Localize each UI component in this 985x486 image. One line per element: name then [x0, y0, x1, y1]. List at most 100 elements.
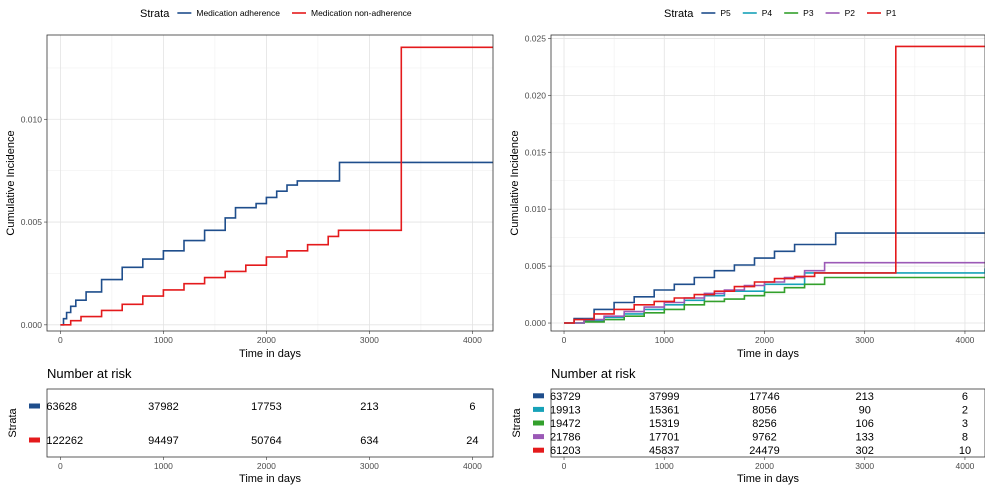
risk-x-tick-label: 3000: [360, 461, 379, 471]
risk-y-axis-title: Strata: [511, 407, 523, 437]
x-tick-label: 0: [562, 335, 567, 345]
y-tick-label: 0.020: [525, 90, 547, 100]
chart-2: 0 1000 2000 3000 4000 0.000 0.005 0.010 0.015 0.0…: [509, 8, 985, 485]
legend-label: Medication adherence: [196, 8, 280, 18]
risk-count: 21786: [550, 432, 581, 444]
risk-count: 17746: [749, 391, 780, 403]
series-line-p1: [564, 45, 985, 324]
y-tick-label: 0.010: [21, 114, 43, 124]
plot-border: [46, 34, 494, 332]
risk-count: 634: [360, 435, 378, 447]
risk-x-tick-label: 0: [562, 461, 567, 471]
risk-count: 6: [469, 401, 475, 413]
risk-count: 19472: [550, 418, 581, 430]
risk-x-tick-label: 2000: [257, 461, 276, 471]
x-tick-label: 1000: [655, 335, 674, 345]
legend-label: P2: [845, 8, 856, 18]
legend: Strata Medication adherence Medication non…: [140, 8, 412, 20]
legend-title: Strata: [664, 8, 694, 20]
x-axis-title: Time in days: [239, 348, 301, 360]
risk-count: 94497: [148, 435, 179, 447]
risk-count: 8056: [752, 404, 776, 416]
risk-count: 90: [859, 404, 871, 416]
y-tick-label: 0.015: [525, 147, 547, 157]
risk-count: 24: [466, 435, 478, 447]
risk-count: 9762: [752, 432, 776, 444]
risk-count: 8256: [752, 418, 776, 430]
risk-count: 213: [856, 391, 874, 403]
y-tick-label: 0.005: [525, 261, 547, 271]
risk-count: 302: [856, 445, 874, 457]
series-line-medication-non-adherence: [60, 46, 493, 326]
legend-label: P5: [720, 8, 731, 18]
chart-1: 0 1000 2000 3000 4000 0.000 0.005 0.010 Time in …: [5, 8, 494, 485]
risk-strata-key: [29, 437, 40, 443]
risk-x-tick-label: 3000: [855, 461, 874, 471]
y-tick-label: 0.000: [21, 320, 43, 330]
risk-x-tick-label: 0: [58, 461, 63, 471]
x-tick-label: 2000: [755, 335, 774, 345]
risk-count: 45837: [649, 445, 680, 457]
risk-count: 15319: [649, 418, 680, 430]
risk-table-border: [550, 388, 985, 458]
y-tick-label: 0.010: [525, 204, 547, 214]
risk-x-axis-title: Time in days: [239, 473, 301, 485]
risk-x-tick-label: 1000: [655, 461, 674, 471]
risk-strata-key: [533, 406, 544, 412]
legend: Strata P5 P4 P3 P2 P1: [664, 8, 897, 20]
risk-count: 3: [962, 418, 968, 430]
x-tick-label: 1000: [154, 335, 173, 345]
risk-count: 133: [856, 432, 874, 444]
risk-table-title: Number at risk: [551, 366, 636, 381]
risk-strata-key: [533, 434, 544, 440]
risk-table-border: [46, 388, 494, 458]
risk-count: 17701: [649, 432, 680, 444]
risk-strata-key: [29, 403, 40, 409]
risk-table: Number at risk 63729 37999 17746 213 6 19913 15…: [511, 366, 985, 485]
x-tick-label: 3000: [855, 335, 874, 345]
y-axis-title: Cumulative Incidence: [5, 130, 17, 235]
plot-panel: [47, 35, 493, 331]
legend-title: Strata: [140, 8, 170, 20]
risk-count: 122262: [46, 435, 83, 447]
risk-x-tick-label: 4000: [463, 461, 482, 471]
x-tick-label: 3000: [360, 335, 379, 345]
risk-strata-key: [533, 420, 544, 426]
risk-table-title: Number at risk: [47, 366, 132, 381]
series-group: [564, 45, 985, 324]
risk-x-tick-label: 2000: [755, 461, 774, 471]
x-axis-title: Time in days: [737, 348, 799, 360]
risk-x-tick-label: 4000: [955, 461, 974, 471]
plot-border: [550, 34, 985, 332]
series-group: [60, 46, 493, 326]
risk-count: 24479: [749, 445, 780, 457]
risk-count: 213: [360, 401, 378, 413]
risk-count: 2: [962, 404, 968, 416]
risk-strata-key: [533, 393, 544, 399]
risk-count: 6: [962, 391, 968, 403]
x-tick-label: 2000: [257, 335, 276, 345]
risk-count: 63729: [550, 391, 581, 403]
y-tick-label: 0.025: [525, 33, 547, 43]
legend-label: P4: [762, 8, 773, 18]
risk-table: Number at risk 63628 37982 17753 213 6 122262 9…: [7, 366, 494, 485]
y-axis-title: Cumulative Incidence: [509, 130, 521, 235]
risk-x-tick-label: 1000: [154, 461, 173, 471]
x-tick-label: 4000: [955, 335, 974, 345]
y-tick-label: 0.005: [21, 217, 43, 227]
legend-label: P1: [886, 8, 897, 18]
risk-y-axis-title: Strata: [7, 407, 19, 437]
risk-count: 10: [959, 445, 971, 457]
legend-label: Medication non-adherence: [311, 8, 412, 18]
risk-count: 17753: [251, 401, 282, 413]
series-line-p3: [564, 276, 985, 324]
risk-strata-key: [533, 447, 544, 453]
x-tick-label: 0: [58, 335, 63, 345]
risk-count: 63628: [46, 401, 77, 413]
y-tick-label: 0.000: [525, 318, 547, 328]
risk-x-axis-title: Time in days: [737, 473, 799, 485]
series-line-medication-adherence: [60, 161, 493, 326]
risk-count: 15361: [649, 404, 680, 416]
legend-label: P3: [803, 8, 814, 18]
risk-count: 37982: [148, 401, 179, 413]
